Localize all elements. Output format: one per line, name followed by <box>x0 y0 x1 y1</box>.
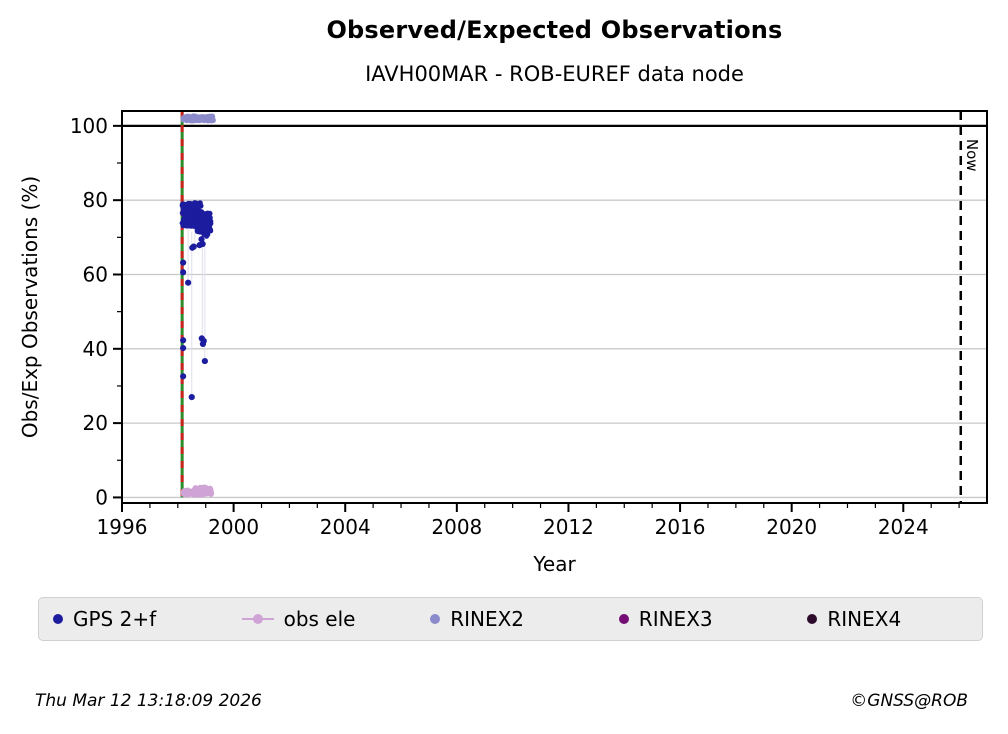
svg-text:100: 100 <box>70 114 108 138</box>
legend-item-rinex4: RINEX4 <box>793 607 982 631</box>
legend-label: GPS 2+f <box>73 607 157 631</box>
legend-label: RINEX2 <box>450 607 525 631</box>
connector-lines <box>187 228 206 396</box>
svg-text:2004: 2004 <box>320 515 371 539</box>
timestamp: Thu Mar 12 13:18:09 2026 <box>35 691 262 711</box>
svg-text:1996: 1996 <box>97 515 148 539</box>
rinex2-marker-icon <box>430 614 441 624</box>
legend-label: obs ele <box>283 607 356 631</box>
y-axis-label: Obs/Exp Observations (%) <box>18 175 42 439</box>
gridlines <box>122 124 987 499</box>
now-label: Now <box>963 139 981 172</box>
svg-text:2016: 2016 <box>655 515 706 539</box>
rinex3-marker-icon <box>618 614 629 624</box>
svg-text:0: 0 <box>95 485 108 509</box>
svg-text:60: 60 <box>83 262 108 286</box>
copyright: ©GNSS@ROB <box>850 691 968 711</box>
svg-text:2008: 2008 <box>431 515 482 539</box>
rinex4-marker-icon <box>807 614 818 624</box>
axis-ticks <box>113 124 960 512</box>
svg-text:2024: 2024 <box>878 515 929 539</box>
svg-text:20: 20 <box>83 411 108 435</box>
axis-tick-labels: 1996 2000 2004 2008 2012 2016 2020 2024 0 20 40 60 8… <box>70 114 929 539</box>
chart-title: Observed/Expected Observations <box>326 16 783 44</box>
svg-text:2012: 2012 <box>543 515 594 539</box>
svg-text:40: 40 <box>83 337 108 361</box>
legend: GPS 2+f obs ele RINEX2 RINEX3 RINEX4 <box>38 597 983 641</box>
data-points <box>179 113 216 498</box>
plot-frame <box>121 110 988 504</box>
chart-subtitle: IAVH00MAR - ROB-EUREF data node <box>365 62 744 86</box>
obs-ele-marker-icon <box>241 614 274 624</box>
svg-text:80: 80 <box>83 188 108 212</box>
legend-item-obs-ele: obs ele <box>228 607 417 631</box>
svg-text:2000: 2000 <box>208 515 259 539</box>
gps-marker-icon <box>53 614 63 624</box>
legend-label: RINEX4 <box>827 607 902 631</box>
svg-text:2020: 2020 <box>766 515 817 539</box>
scatter-plot: Now 1996 2000 2004 2008 2012 2016 2020 2024 0 20 4… <box>70 110 988 539</box>
x-axis-label: Year <box>533 552 576 576</box>
legend-label: RINEX3 <box>638 607 713 631</box>
legend-item-rinex2: RINEX2 <box>416 607 605 631</box>
legend-item-gps: GPS 2+f <box>39 607 228 631</box>
legend-item-rinex3: RINEX3 <box>605 607 794 631</box>
